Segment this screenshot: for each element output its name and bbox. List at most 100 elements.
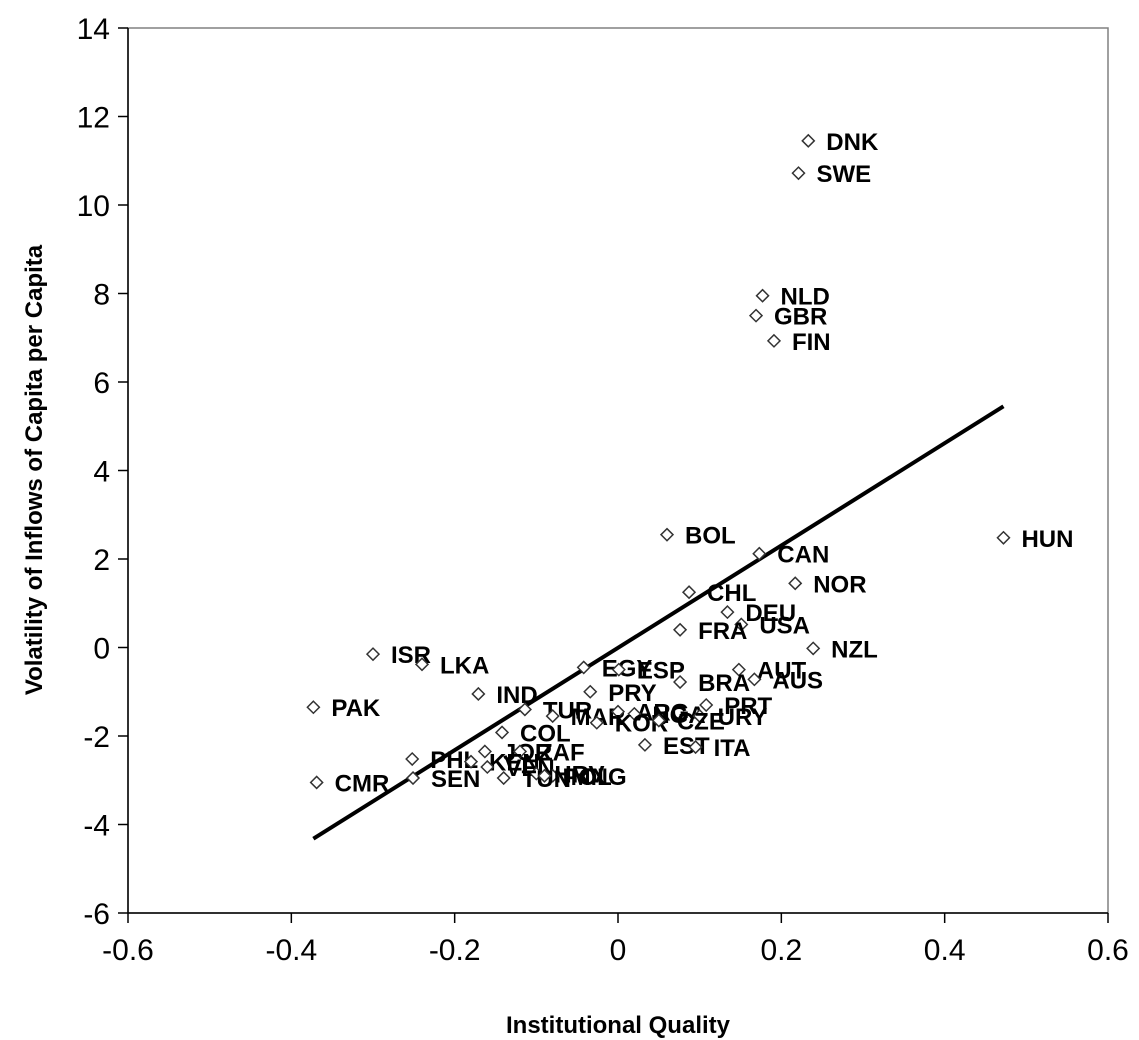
point-label: FRA — [698, 618, 747, 645]
point-marker — [627, 706, 642, 721]
point-marker — [405, 770, 421, 786]
point-marker — [309, 775, 324, 790]
point-marker — [801, 133, 816, 148]
point-marker — [610, 704, 626, 719]
point-marker — [477, 744, 492, 759]
point-marker — [576, 660, 591, 675]
point-label: IND — [496, 682, 537, 709]
point-label: JOR — [503, 739, 552, 766]
point-marker — [637, 737, 653, 752]
x-axis-title: Institutional Quality — [506, 1012, 731, 1039]
point-marker — [545, 709, 560, 724]
x-tick-label: 0 — [610, 934, 627, 967]
point-marker — [731, 662, 746, 677]
point-label: NLD — [781, 284, 830, 311]
y-tick-label: 2 — [93, 544, 110, 577]
point-label: ZAF — [538, 739, 585, 766]
point-marker — [996, 530, 1011, 545]
point-marker — [365, 647, 381, 662]
y-tick-label: -2 — [83, 721, 110, 754]
point-label: AUS — [772, 667, 823, 694]
point-label: PRY — [608, 680, 656, 707]
point-marker — [414, 657, 430, 672]
point-marker — [517, 702, 532, 717]
point-label: DEU — [745, 600, 796, 627]
point-label: COL — [520, 720, 571, 747]
trendline-layer — [312, 404, 1005, 841]
point-marker — [463, 754, 479, 769]
y-axis-title: Volatility of Inflows of Capita per Capi… — [21, 244, 48, 695]
point-marker — [748, 308, 764, 323]
point-label: CMR — [335, 770, 390, 797]
point-label: USA — [759, 612, 810, 639]
point-marker — [512, 744, 528, 759]
point-label: HUN — [1021, 526, 1073, 553]
point-label: EGY — [602, 655, 653, 682]
point-label: CZE — [677, 709, 725, 736]
point-label: PAK — [331, 695, 381, 722]
point-label: EST — [663, 733, 710, 760]
y-tick-label: -6 — [83, 898, 110, 931]
point-marker — [720, 605, 735, 620]
x-tick-label: -0.6 — [102, 934, 154, 967]
y-tick-label: 6 — [93, 367, 110, 400]
point-marker — [766, 333, 782, 348]
point-marker — [788, 576, 803, 591]
point-marker — [681, 585, 697, 600]
point-marker — [699, 697, 714, 713]
y-tick-label: 14 — [77, 13, 110, 46]
point-label: HRV — [554, 762, 604, 789]
point-label: GBR — [774, 304, 827, 331]
ticks-layer: -0.6 -0.4 -0.2 0 0.2 0.4 0.6 14 12 10 8 6 4 2 0 -2 -4 -6 — [77, 13, 1129, 967]
point-label: BOL — [685, 523, 736, 550]
point-marker — [583, 684, 598, 699]
point-marker — [589, 715, 604, 730]
y-tick-label: 0 — [93, 633, 110, 666]
point-label: POL — [563, 764, 612, 791]
y-tick-label: 12 — [77, 102, 110, 135]
point-label: SWE — [816, 161, 871, 188]
point-label: URY — [718, 704, 768, 731]
point-marker — [306, 700, 321, 715]
x-tick-label: 0.6 — [1087, 934, 1129, 967]
point-label: NOR — [813, 571, 866, 598]
point-marker — [752, 546, 767, 561]
point-marker — [806, 641, 821, 656]
point-label: CHL — [707, 580, 756, 607]
point-marker — [480, 759, 495, 775]
point-marker — [734, 617, 749, 632]
point-marker — [755, 288, 770, 303]
y-tick-label: 8 — [93, 279, 110, 312]
point-label: FIN — [792, 329, 831, 356]
y-tick-label: 10 — [77, 190, 110, 223]
point-marker — [471, 686, 486, 702]
point-label: PRT — [724, 693, 772, 720]
point-marker — [791, 166, 806, 181]
point-marker — [496, 770, 511, 786]
point-marker — [747, 672, 762, 687]
x-tick-label: -0.4 — [265, 934, 317, 967]
point-marker — [611, 662, 626, 677]
x-tick-label: -0.2 — [429, 934, 481, 967]
point-label: BRA — [698, 670, 750, 697]
point-marker — [537, 768, 552, 783]
point-marker — [494, 725, 510, 740]
point-marker — [405, 751, 420, 767]
point-marker — [673, 622, 688, 637]
point-label: MNG — [571, 764, 627, 791]
point-marker — [692, 709, 707, 724]
plot-area — [127, 27, 1109, 914]
point-label: ITA — [714, 735, 751, 762]
point-label: DNK — [826, 129, 879, 156]
point-label: CAN — [777, 542, 829, 569]
point-marker — [673, 674, 688, 690]
point-label: NZL — [831, 636, 878, 663]
y-tick-label: -4 — [83, 810, 110, 843]
x-tick-label: 0.4 — [924, 934, 966, 967]
point-label: SEN — [431, 766, 480, 793]
x-tick-label: 0.2 — [760, 934, 802, 967]
y-tick-label: 4 — [93, 456, 110, 489]
point-label: LKA — [440, 652, 489, 679]
